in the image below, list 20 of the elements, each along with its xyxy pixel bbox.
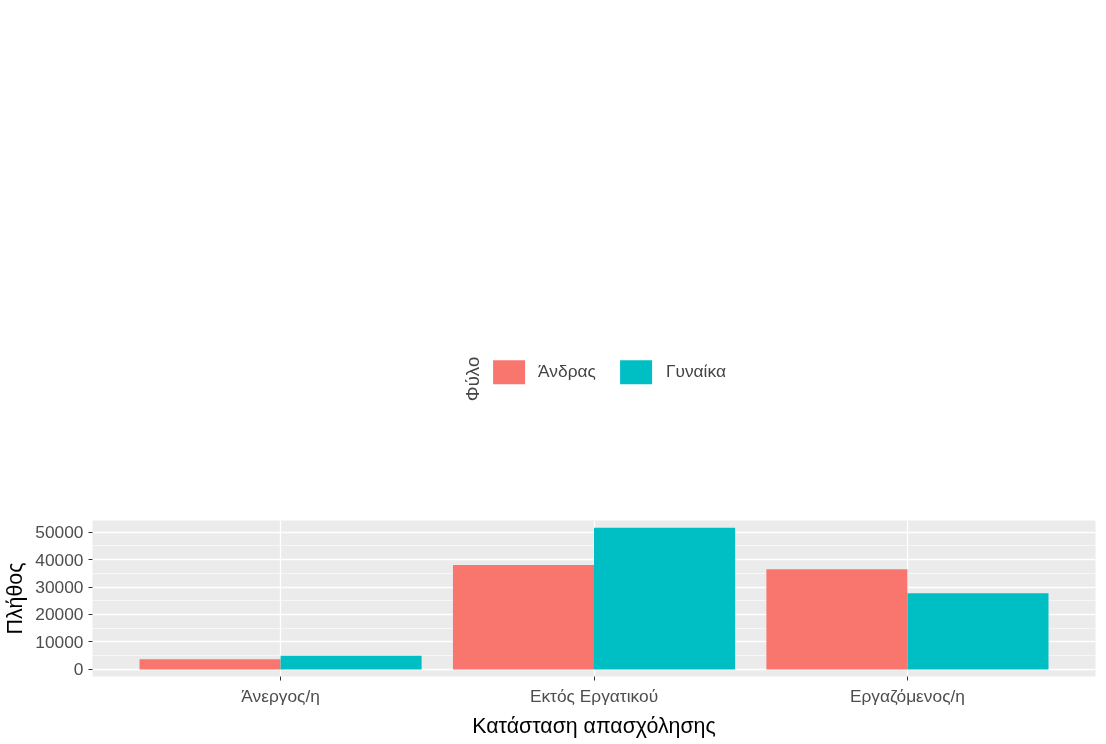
legend-label: Άνδρας: [538, 361, 596, 383]
y-tick-label: 40000: [35, 549, 84, 570]
y-tick-label: 50000: [35, 522, 84, 543]
bar: [139, 659, 281, 670]
bar: [452, 565, 594, 670]
y-tick-label: 30000: [35, 577, 84, 598]
x-axis-title: Κατάσταση απασχόλησης: [472, 713, 716, 738]
bar: [766, 569, 908, 670]
legend-title: Φύλο: [461, 356, 484, 402]
x-tick-label: Εκτός Εργατικού: [529, 685, 659, 706]
bar: [907, 593, 1049, 670]
y-tick-label: 0: [73, 659, 84, 680]
x-tick-label: Άνεργος/η: [241, 685, 320, 706]
y-axis-title: Πλήθος: [3, 562, 28, 635]
y-tick-label: 10000: [35, 631, 84, 652]
bar: [594, 527, 736, 670]
x-tick-label: Εργαζόμενος/η: [849, 685, 965, 706]
y-tick-label: 20000: [35, 604, 84, 625]
bar: [280, 655, 422, 670]
legend-label: Γυναίκα: [665, 361, 726, 383]
